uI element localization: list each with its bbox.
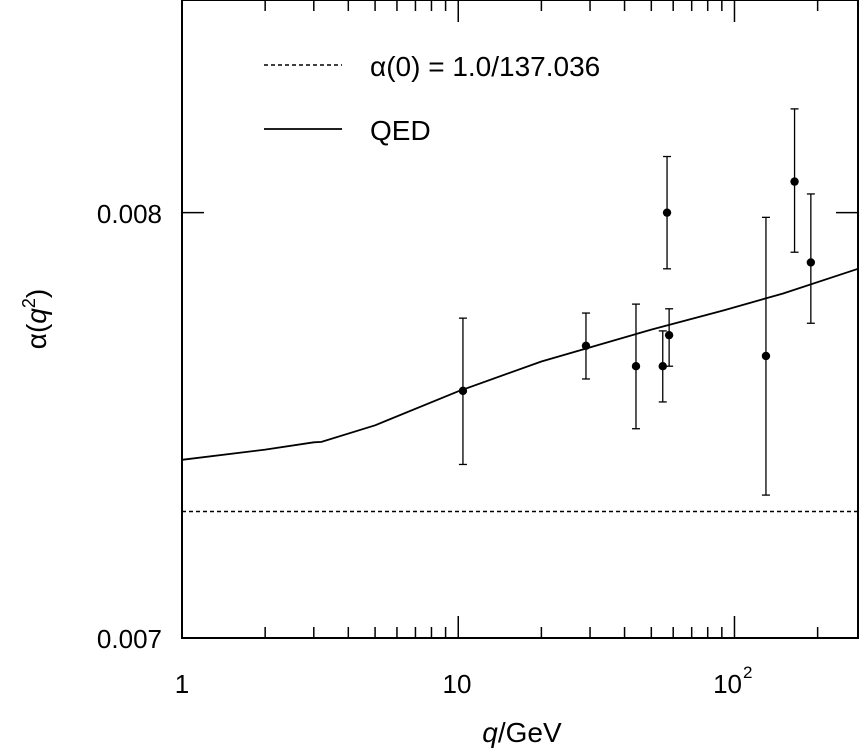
- major-ticks: [181, 0, 858, 639]
- plot-frame: [181, 0, 859, 639]
- data-point: [662, 155, 672, 270]
- x-tick-label-exponent: 2: [743, 663, 752, 682]
- data-marker: [662, 208, 672, 217]
- data-marker: [664, 330, 674, 340]
- data-point: [790, 108, 799, 253]
- x-tick-label: 10: [443, 669, 472, 699]
- data-point: [658, 330, 667, 403]
- x-axis-title: q/GeV: [482, 717, 562, 748]
- x-tick-label: 10: [713, 669, 742, 699]
- data-marker: [458, 386, 468, 396]
- legend-label-reference: α(0) = 1.0/137.036: [370, 51, 600, 82]
- data-point: [631, 303, 641, 430]
- data-point: [664, 308, 674, 367]
- data-points: [458, 108, 816, 496]
- y-tick-labels: 0.007 0.008: [97, 199, 162, 654]
- data-marker: [806, 258, 816, 267]
- y-tick-label: 0.008: [97, 199, 162, 229]
- data-point: [581, 312, 591, 380]
- x-tick-labels: 1 10 10 2: [175, 663, 753, 699]
- legend-label-qed: QED: [370, 115, 431, 146]
- qed-curve: [181, 267, 859, 461]
- y-tick-label: 0.007: [97, 624, 162, 654]
- data-point: [806, 193, 816, 324]
- x-tick-label: 1: [175, 669, 189, 699]
- minor-ticks: [264, 0, 819, 638]
- data-marker: [581, 341, 591, 350]
- data-marker: [790, 177, 799, 186]
- data-marker: [658, 362, 667, 371]
- y-axis-title: α(q2): [19, 289, 52, 349]
- data-point: [761, 216, 771, 496]
- data-marker: [631, 362, 641, 371]
- data-point: [458, 317, 468, 466]
- data-marker: [761, 351, 771, 361]
- legend: α(0) = 1.0/137.036 QED: [264, 51, 600, 146]
- series-lines: [181, 267, 859, 513]
